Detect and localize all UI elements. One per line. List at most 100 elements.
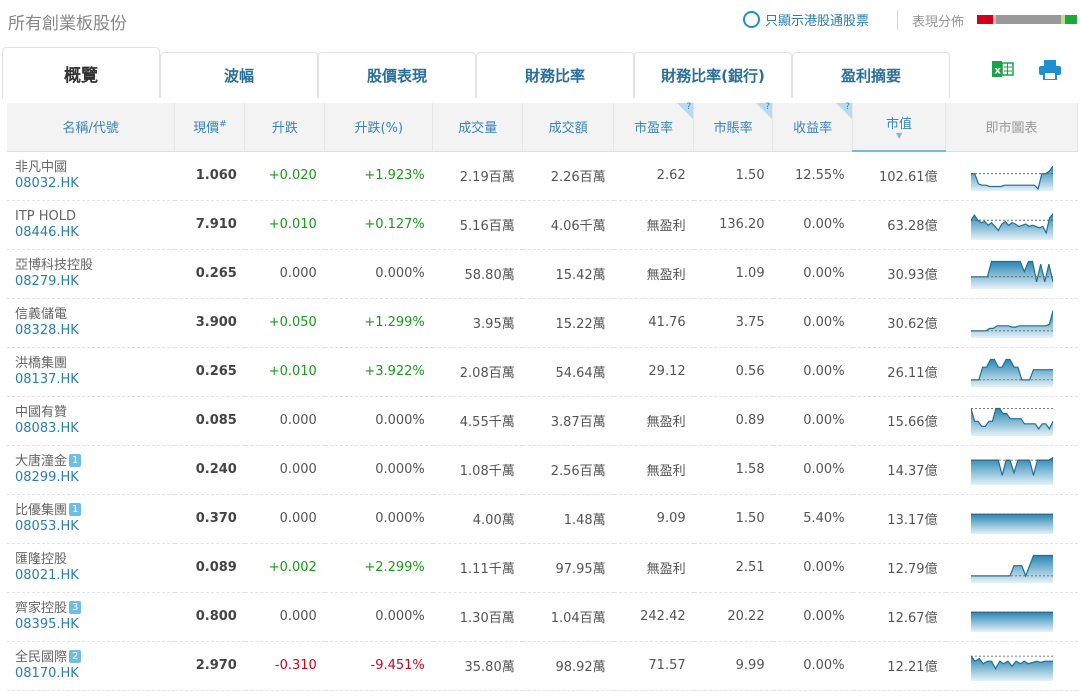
stock-code-link[interactable]: 08328.HK [15, 322, 79, 338]
price-cell: 0.085 [174, 396, 245, 446]
intraday-chart-cell[interactable] [945, 592, 1078, 642]
news-count-badge[interactable]: 1 [69, 502, 82, 516]
stock-name-cell: 比優集團 1 08053.HK [7, 494, 175, 544]
vol-cell: 3.95萬 [432, 298, 523, 348]
chg-cell: 0.000 [244, 592, 325, 642]
pe-cell: 2.62 [613, 151, 694, 201]
table-row[interactable]: 非凡中國 08032.HK 1.060 +0.020 +1.923% 2.19百萬 2.26… [7, 151, 1078, 201]
sparkline-area [970, 457, 1053, 485]
intraday-chart-cell[interactable] [945, 298, 1078, 348]
yield-cell: 0.00% [772, 396, 853, 446]
stock-name[interactable]: 洪橋集團 [15, 355, 68, 371]
stock-name[interactable]: 比優集團 [15, 502, 68, 518]
pe-cell: 無盈利 [613, 200, 694, 250]
radio-circle-icon[interactable] [743, 11, 760, 28]
help-corner-icon[interactable] [756, 103, 773, 119]
stock-code-link[interactable]: 08032.HK [15, 175, 79, 191]
news-count-badge[interactable]: 1 [69, 453, 82, 467]
table-row[interactable]: 齊家控股 3 08395.HK 0.800 0.000 0.000% 1.30百萬 1.04百… [7, 592, 1078, 642]
stock-code-link[interactable]: 08021.HK [15, 567, 79, 583]
stock-name[interactable]: 中國有贊 [15, 404, 68, 420]
vol-cell: 5.16百萬 [432, 200, 523, 250]
pe-cell: 71.57 [613, 641, 694, 691]
yield-cell: 0.00% [772, 592, 853, 642]
performance-bar-segment [1061, 15, 1065, 24]
pb-cell: 1.50 [693, 494, 773, 544]
column-header-1[interactable]: 現價# [174, 103, 246, 152]
stock-code-link[interactable]: 08395.HK [15, 616, 79, 632]
table-row[interactable]: 洪橋集團 08137.HK 0.265 +0.010 +3.922% 2.08百萬 54.6… [7, 347, 1078, 397]
news-count-badge[interactable]: 3 [69, 600, 82, 614]
intraday-chart-cell[interactable] [945, 249, 1078, 299]
stock-name[interactable]: 齊家控股 [15, 600, 68, 616]
table-row[interactable]: 大唐潼金 1 08299.HK 0.240 0.000 0.000% 1.08千萬 2.56百… [7, 445, 1078, 495]
help-corner-icon[interactable] [836, 103, 853, 119]
intraday-chart-cell[interactable] [945, 200, 1078, 250]
column-header-4[interactable]: 成交量 [432, 103, 524, 152]
table-row[interactable]: ITP HOLD 08446.HK 7.910 +0.010 +0.127% 5.16百萬… [7, 200, 1078, 250]
chg-cell: -0.310 [244, 641, 325, 691]
column-header-3[interactable]: 升跌(%) [324, 103, 434, 152]
intraday-chart-cell[interactable] [945, 641, 1078, 691]
table-row[interactable]: 中國有贊 08083.HK 0.085 0.000 0.000% 4.55千萬 3.87百萬… [7, 396, 1078, 446]
tab-4[interactable]: 財務比率(銀行) [634, 52, 792, 98]
column-header-9[interactable]: 市值 ▼ [852, 103, 947, 152]
stock-code-link[interactable]: 08053.HK [15, 518, 79, 534]
help-corner-icon[interactable] [677, 103, 694, 119]
column-header-6[interactable]: 市盈率? [613, 102, 695, 152]
column-header-8[interactable]: 收益率? [772, 102, 854, 152]
intraday-chart-cell[interactable] [945, 445, 1078, 495]
yield-cell: 0.00% [772, 641, 853, 691]
stock-code-link[interactable]: 08446.HK [15, 224, 79, 240]
stock-code-link[interactable]: 08170.HK [15, 665, 79, 681]
tab-2[interactable]: 股價表現 [318, 52, 476, 98]
intraday-chart-cell[interactable] [945, 396, 1078, 446]
pct-cell: +1.299% [324, 298, 433, 348]
column-header-5[interactable]: 成交額 [522, 103, 615, 152]
stock-name[interactable]: 亞博科技控股 [15, 257, 94, 273]
sparkline-area [970, 655, 1053, 681]
intraday-chart-cell[interactable] [945, 347, 1078, 397]
pct-cell: 0.000% [324, 445, 433, 495]
tab-3[interactable]: 財務比率 [476, 52, 634, 98]
table-row[interactable]: 比優集團 1 08053.HK 0.370 0.000 0.000% 4.00萬 1.48萬 9… [7, 494, 1078, 544]
intraday-chart-cell[interactable] [945, 151, 1078, 201]
column-header-label: 升跌 [271, 121, 298, 137]
stock-name[interactable]: 全民國際 [15, 649, 68, 665]
column-header-0[interactable]: 名稱/代號 [7, 103, 176, 152]
tab-1[interactable]: 波幅 [160, 52, 318, 98]
pe-cell: 無盈利 [613, 543, 694, 593]
column-header-7[interactable]: 市賬率? [693, 102, 774, 152]
stock-name[interactable]: ITP HOLD [15, 208, 77, 224]
news-count-badge[interactable]: 2 [69, 649, 82, 663]
column-header-10[interactable]: 即市圖表 [945, 103, 1078, 152]
hk-connect-filter-toggle[interactable]: 只顯示港股通股票 [743, 10, 869, 29]
table-row[interactable]: 全民國際 2 08170.HK 2.970 -0.310 -9.451% 35.80萬 98.… [7, 641, 1078, 691]
stock-code-link[interactable]: 08299.HK [15, 469, 79, 485]
intraday-chart-cell[interactable] [945, 494, 1078, 544]
turnover-cell: 54.64萬 [522, 347, 614, 397]
table-row[interactable]: 信義儲電 08328.HK 3.900 +0.050 +1.299% 3.95萬 15.22… [7, 298, 1078, 348]
excel-export-icon[interactable]: x [992, 60, 1014, 82]
tab-0[interactable]: 概覽 [2, 47, 160, 98]
intraday-chart-cell[interactable] [945, 543, 1078, 593]
turnover-cell: 15.42萬 [522, 249, 614, 299]
stock-code-link[interactable]: 08279.HK [15, 273, 79, 289]
sort-desc-icon[interactable]: ▼ [895, 131, 903, 140]
column-header-2[interactable]: 升跌 [244, 103, 326, 152]
divider [897, 10, 898, 30]
tab-5[interactable]: 盈利摘要 [792, 52, 950, 98]
sparkline-line [969, 407, 1054, 430]
stock-code-link[interactable]: 08137.HK [15, 371, 79, 387]
turnover-cell: 1.04百萬 [522, 592, 614, 642]
stock-code-link[interactable]: 08083.HK [15, 420, 79, 436]
stock-name[interactable]: 非凡中國 [15, 159, 68, 175]
table-row[interactable]: 匯隆控股 08021.HK 0.089 +0.002 +2.299% 1.11千萬 97.9… [7, 543, 1078, 593]
table-row[interactable]: 亞博科技控股 08279.HK 0.265 0.000 0.000% 58.80萬 15.4… [7, 249, 1078, 299]
sparkline-line [970, 358, 1053, 380]
stock-name[interactable]: 大唐潼金 [15, 453, 68, 469]
print-icon[interactable] [1039, 60, 1061, 84]
price-footnote-mark: # [219, 119, 227, 130]
stock-name[interactable]: 信義儲電 [15, 306, 68, 322]
stock-name[interactable]: 匯隆控股 [15, 551, 68, 567]
